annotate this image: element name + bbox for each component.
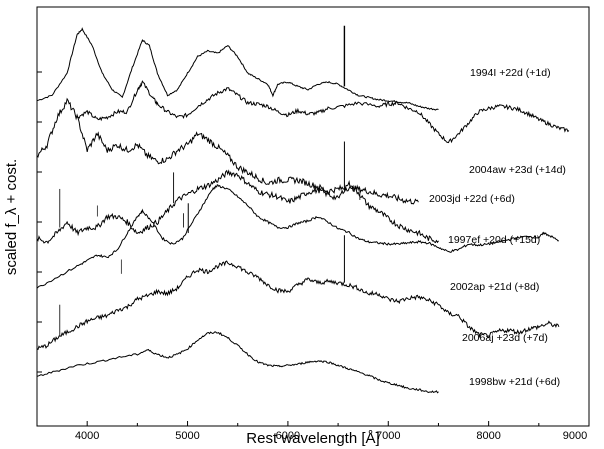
plot-frame bbox=[36, 6, 590, 427]
spectrum-line bbox=[77, 80, 570, 144]
spectrum-label: 2003jd +22d (+6d) bbox=[429, 193, 515, 205]
spectra bbox=[36, 25, 570, 394]
x-tick-label: 9000 bbox=[563, 430, 587, 442]
spectrum-label: 2004aw +23d (+14d) bbox=[469, 164, 566, 176]
spectrum-line bbox=[36, 260, 560, 351]
x-tick-label: 5000 bbox=[175, 430, 199, 442]
spectrum-line bbox=[36, 184, 559, 289]
spectrum-line bbox=[36, 97, 419, 205]
spectrum-label: 1998bw +21d (+6d) bbox=[469, 376, 560, 388]
x-axis: 4000 5000 6000 7000 8000 9000 bbox=[36, 421, 590, 442]
spectrum-label: 1997ef +20d (+15d) bbox=[448, 234, 540, 246]
y-axis bbox=[37, 71, 42, 373]
spectrum-line bbox=[36, 331, 439, 394]
x-tick-label: 7000 bbox=[376, 430, 400, 442]
spectrum-label: 1994I +22d (+1d) bbox=[470, 67, 551, 79]
spectrum-labels: 1994I +22d (+1d) 2004aw +23d (+14d) 2003jd… bbox=[429, 67, 566, 388]
spectrum-label: 2006aj +23d (+7d) bbox=[462, 332, 548, 344]
spectrum-line bbox=[36, 27, 439, 111]
spectrum-line bbox=[36, 169, 439, 245]
x-tick-label: 4000 bbox=[75, 430, 99, 442]
x-tick-label: 8000 bbox=[476, 430, 500, 442]
x-tick-label: 6000 bbox=[276, 430, 300, 442]
spectrum-label: 2002ap +21d (+8d) bbox=[450, 281, 539, 293]
x-axis-title: Rest wavelength [Å] bbox=[246, 430, 379, 447]
y-axis-title: scaled f_λ + cost. bbox=[3, 159, 20, 275]
